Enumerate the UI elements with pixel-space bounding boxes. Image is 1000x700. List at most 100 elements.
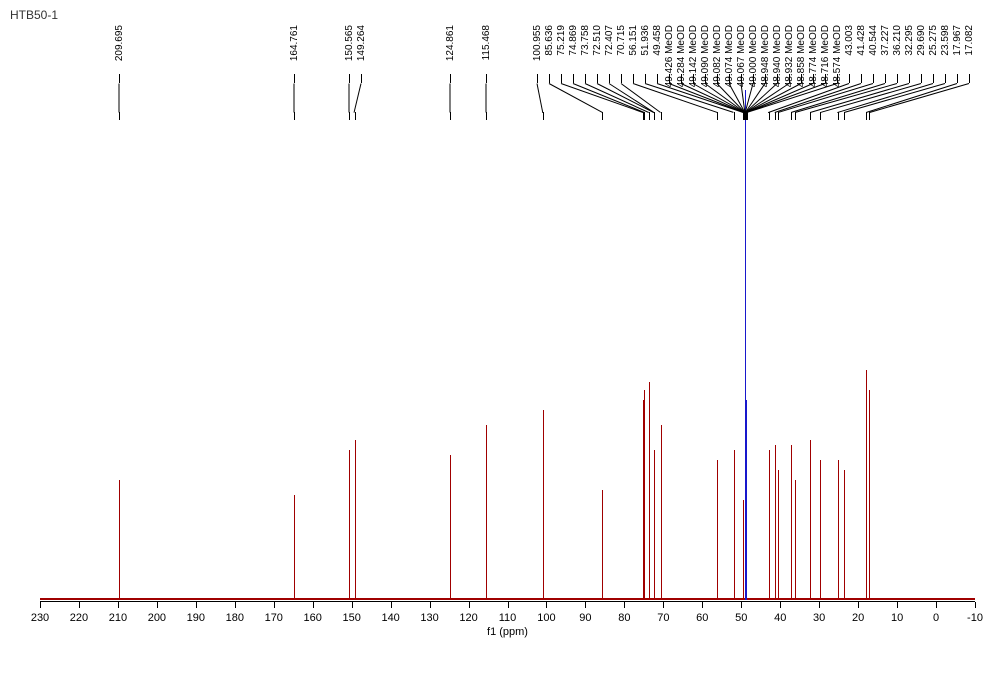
label-tick bbox=[838, 112, 839, 120]
x-tick bbox=[897, 602, 898, 608]
plot-area: f1 (ppm) 2302202102001901801701601501401… bbox=[40, 20, 975, 640]
nmr-spectrum-chart: HTB50-1 f1 (ppm) 23022021020019018017016… bbox=[0, 0, 1000, 700]
x-tick-label: 100 bbox=[537, 612, 555, 624]
peak-label: 43.003 bbox=[844, 25, 855, 56]
label-tick bbox=[486, 74, 487, 83]
label-tick bbox=[789, 74, 790, 83]
label-tick bbox=[741, 74, 742, 83]
label-tick bbox=[810, 112, 811, 120]
spectrum-peak bbox=[866, 370, 867, 600]
spectrum-peak bbox=[795, 480, 796, 600]
x-tick-label: 170 bbox=[265, 612, 283, 624]
label-tick bbox=[844, 112, 845, 120]
x-tick bbox=[118, 602, 119, 608]
label-tick bbox=[769, 112, 770, 120]
x-tick bbox=[391, 602, 392, 608]
x-tick-label: 200 bbox=[148, 612, 166, 624]
label-tick bbox=[119, 112, 120, 120]
peak-label: 73.758 bbox=[580, 25, 591, 56]
x-tick-label: 130 bbox=[420, 612, 438, 624]
x-tick-label: 30 bbox=[813, 612, 825, 624]
label-tick bbox=[621, 74, 622, 83]
label-tick bbox=[294, 112, 295, 120]
label-tick bbox=[775, 112, 776, 120]
label-tick bbox=[873, 74, 874, 83]
spectrum-baseline bbox=[40, 598, 975, 600]
label-tick bbox=[654, 112, 655, 120]
label-tick bbox=[693, 74, 694, 83]
label-tick bbox=[813, 74, 814, 83]
label-tick bbox=[705, 74, 706, 83]
peak-label: 164.761 bbox=[289, 25, 300, 61]
x-tick-label: 120 bbox=[459, 612, 477, 624]
label-tick bbox=[649, 112, 650, 120]
peak-label: 56.151 bbox=[628, 25, 639, 56]
x-tick bbox=[40, 602, 41, 608]
spectrum-peak bbox=[869, 390, 870, 600]
x-tick-label: -10 bbox=[967, 612, 983, 624]
peak-label: 49.458 bbox=[652, 25, 663, 56]
label-tick bbox=[734, 112, 735, 120]
spectrum-peak bbox=[644, 390, 645, 600]
label-connector bbox=[119, 84, 120, 113]
spectrum-peak bbox=[355, 440, 356, 600]
spectrum-peak bbox=[349, 450, 350, 600]
x-tick bbox=[508, 602, 509, 608]
label-connector bbox=[537, 83, 544, 112]
spectrum-peak bbox=[543, 410, 544, 600]
label-tick bbox=[957, 74, 958, 83]
label-tick bbox=[921, 74, 922, 83]
x-tick bbox=[546, 602, 547, 608]
x-tick-label: 140 bbox=[381, 612, 399, 624]
peak-label: 115.468 bbox=[481, 25, 492, 60]
label-tick bbox=[597, 74, 598, 83]
label-tick bbox=[753, 74, 754, 83]
spectrum-peak bbox=[844, 470, 845, 600]
label-tick bbox=[573, 74, 574, 83]
x-tick-label: 190 bbox=[187, 612, 205, 624]
spectrum-peak bbox=[745, 400, 746, 600]
x-tick-label: 220 bbox=[70, 612, 88, 624]
x-tick bbox=[157, 602, 158, 608]
label-tick bbox=[825, 74, 826, 83]
peak-label: 25.275 bbox=[928, 25, 939, 56]
x-tick-label: 90 bbox=[579, 612, 591, 624]
x-tick bbox=[624, 602, 625, 608]
label-connector bbox=[486, 84, 487, 113]
label-tick bbox=[549, 74, 550, 83]
label-tick bbox=[795, 112, 796, 120]
peak-label: 17.082 bbox=[964, 25, 975, 56]
label-tick bbox=[486, 112, 487, 120]
label-tick bbox=[681, 74, 682, 83]
x-tick-label: 60 bbox=[696, 612, 708, 624]
label-tick bbox=[450, 74, 451, 83]
peak-label: 23.598 bbox=[940, 25, 951, 56]
x-tick bbox=[79, 602, 80, 608]
spectrum-peak bbox=[602, 490, 603, 600]
label-tick bbox=[861, 74, 862, 83]
x-tick bbox=[313, 602, 314, 608]
spectrum-peak bbox=[734, 450, 735, 600]
peak-label: 70.715 bbox=[616, 25, 627, 56]
peak-label: 29.690 bbox=[916, 25, 927, 56]
label-tick bbox=[561, 74, 562, 83]
spectrum-peak bbox=[294, 495, 295, 600]
x-tick-label: 160 bbox=[304, 612, 322, 624]
x-tick-label: 180 bbox=[226, 612, 244, 624]
label-tick bbox=[349, 112, 350, 120]
label-connector bbox=[349, 84, 350, 113]
spectrum-peak bbox=[746, 400, 747, 600]
label-tick bbox=[450, 112, 451, 120]
label-tick bbox=[933, 74, 934, 83]
peak-label: 72.407 bbox=[604, 25, 615, 56]
label-connector bbox=[354, 83, 362, 112]
peak-label: 74.869 bbox=[568, 25, 579, 56]
label-tick bbox=[644, 112, 645, 120]
peak-label: 36.210 bbox=[892, 25, 903, 56]
x-axis-title: f1 (ppm) bbox=[487, 626, 528, 638]
x-tick bbox=[702, 602, 703, 608]
label-tick bbox=[349, 74, 350, 83]
x-tick-label: 10 bbox=[891, 612, 903, 624]
label-tick bbox=[657, 74, 658, 83]
peak-label: 85.636 bbox=[544, 25, 555, 56]
